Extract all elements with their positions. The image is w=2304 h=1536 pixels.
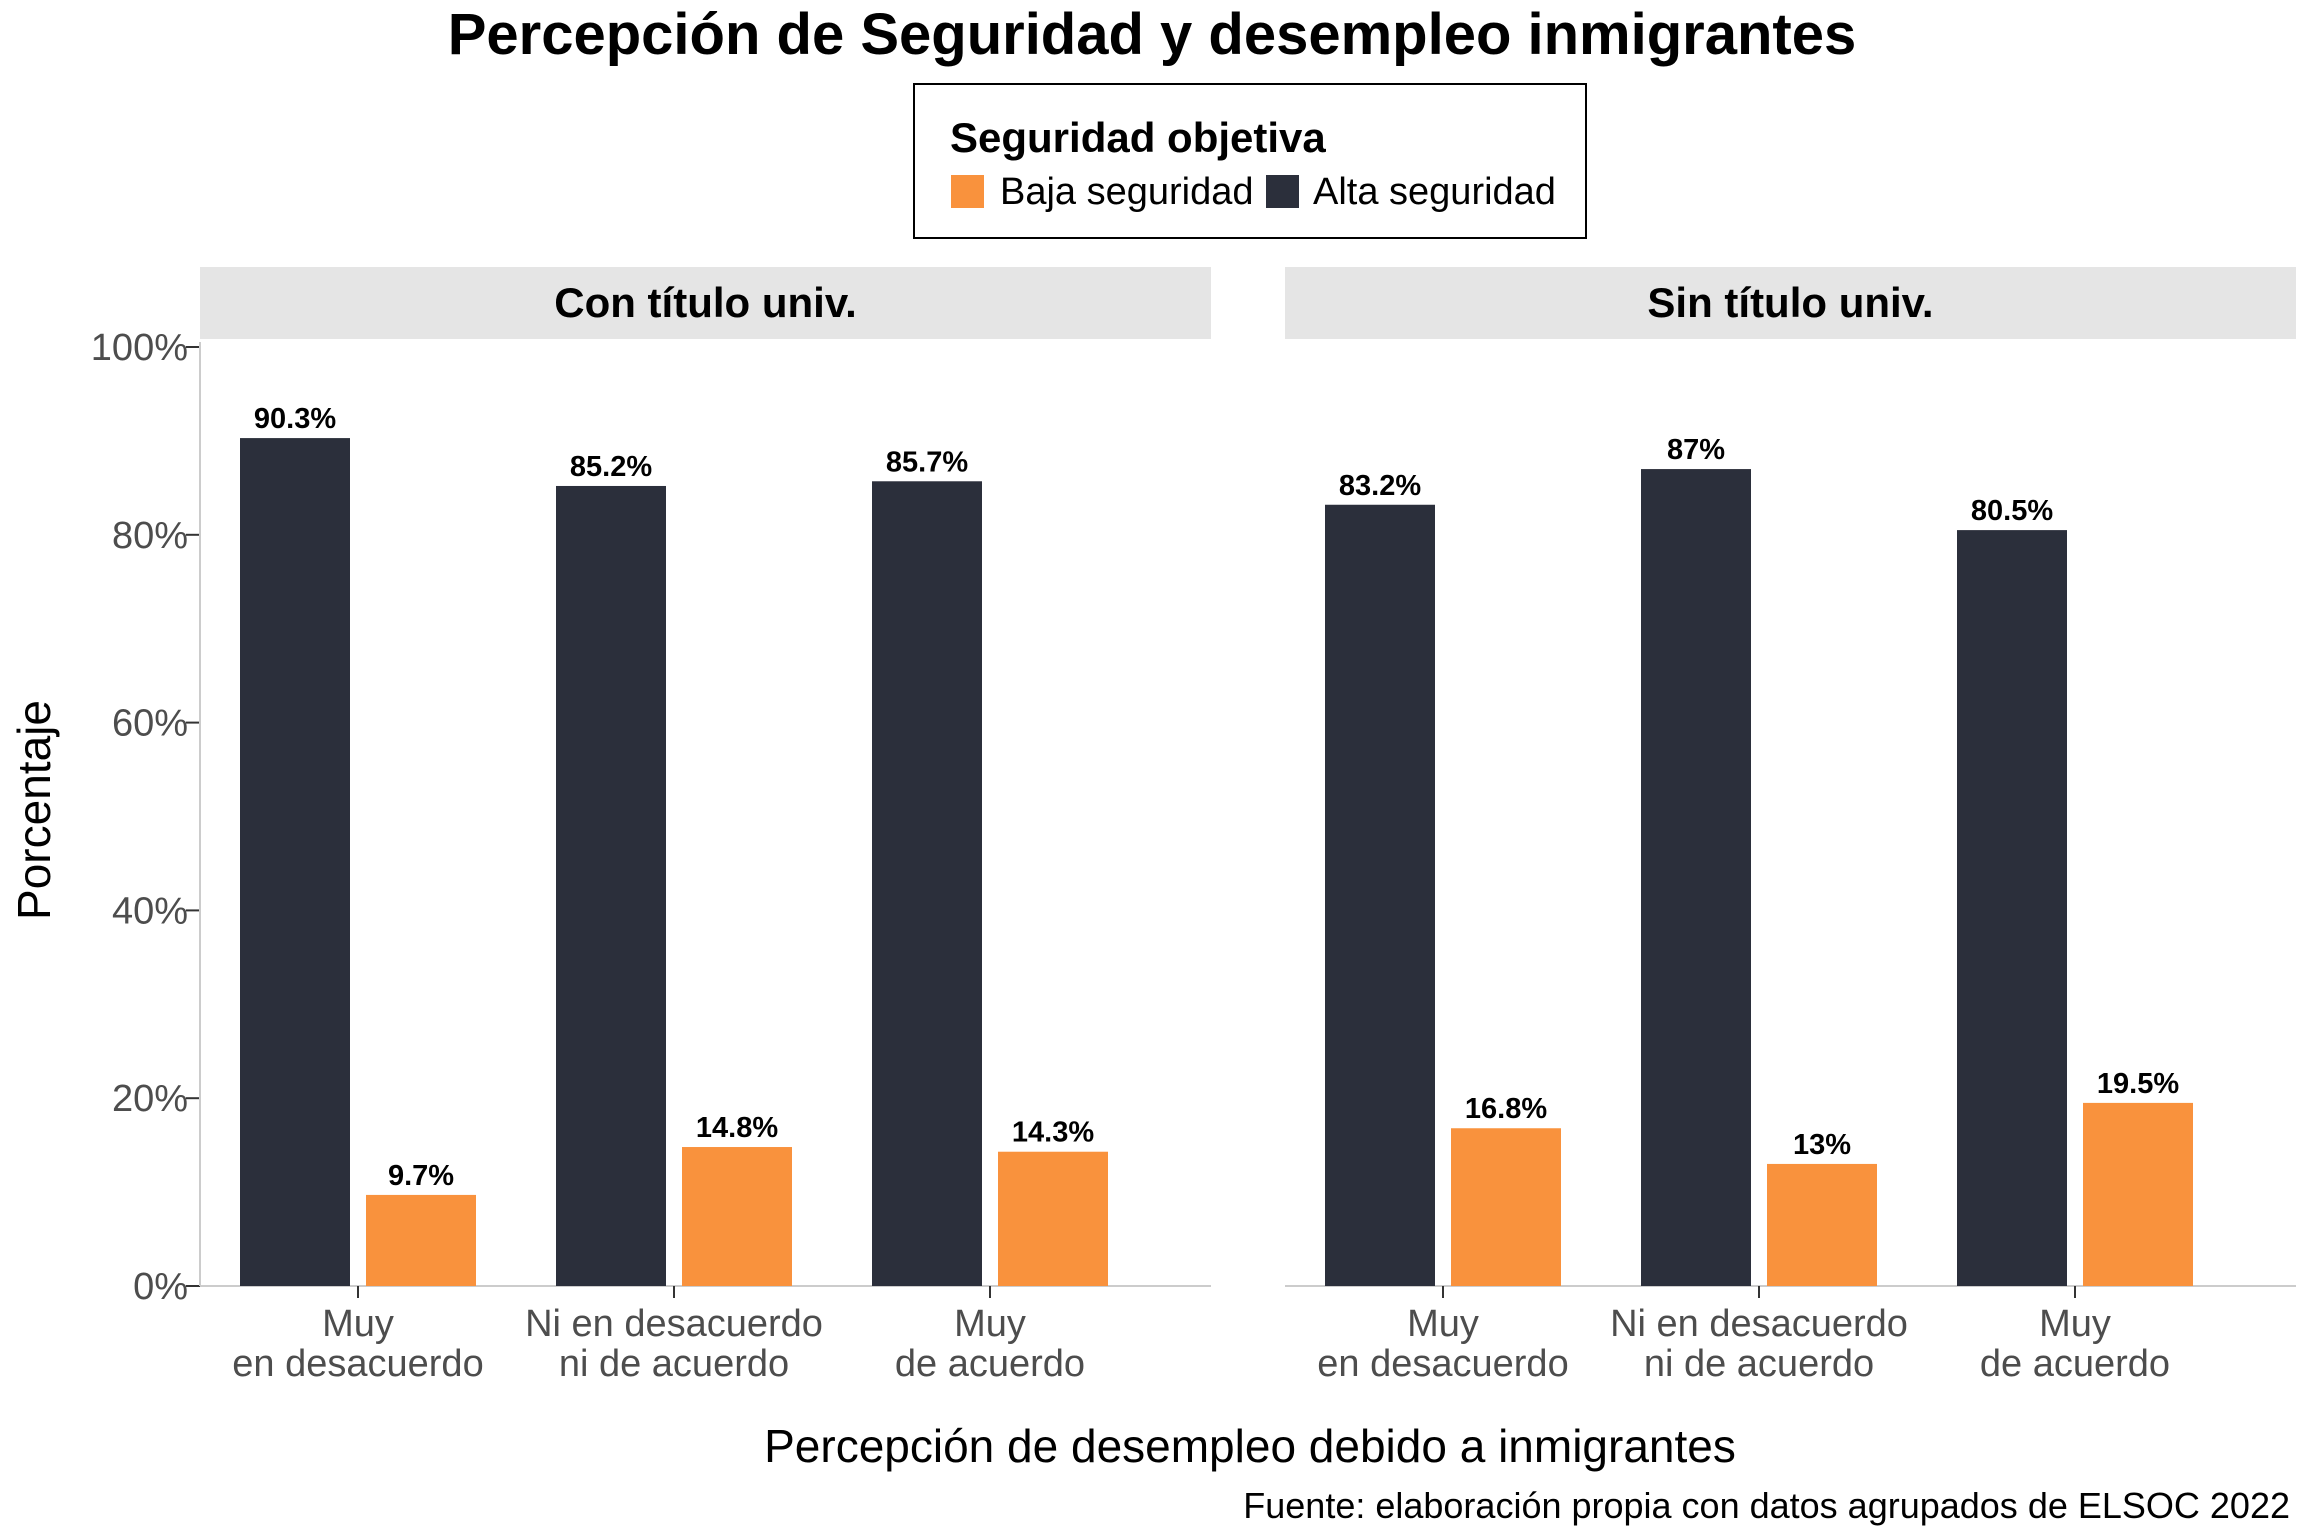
data-label: 80.5% <box>1971 495 2053 527</box>
x-tick-label: Muy de acuerdo <box>895 1303 1085 1385</box>
panel-con-t-tulo-univ: Con título univ. Muy en desacuerdo 90.3% 9.7… <box>200 267 1211 1385</box>
data-label: 83.2% <box>1339 470 1421 502</box>
legend-label-alta-seguridad: Alta seguridad <box>1313 171 1556 213</box>
bar-baja-seguridad <box>2083 1102 2193 1286</box>
x-tick-label: Ni en desacuerdo ni de acuerdo <box>1610 1303 1908 1385</box>
bar-baja-seguridad <box>682 1147 792 1286</box>
legend-swatch-baja-seguridad <box>951 175 984 208</box>
chart-caption: Fuente: elaboración propia con datos agr… <box>1243 1485 2290 1526</box>
y-tick-label: 60% <box>112 703 188 745</box>
bar-alta-seguridad <box>1641 469 1751 1286</box>
data-label: 9.7% <box>388 1160 454 1192</box>
bar-baja-seguridad <box>1767 1163 1877 1286</box>
bar-alta-seguridad <box>240 438 350 1286</box>
facet-strip <box>200 267 1211 339</box>
data-label: 13% <box>1793 1129 1851 1161</box>
bar-baja-seguridad <box>366 1194 476 1286</box>
bar-alta-seguridad <box>872 481 982 1287</box>
bar-baja-seguridad <box>1451 1128 1561 1286</box>
legend-label-baja-seguridad: Baja seguridad <box>1000 171 1254 213</box>
legend-box <box>913 83 1587 239</box>
x-tick-label: Muy en desacuerdo <box>1317 1303 1568 1385</box>
x-axis-title: Percepción de desempleo debido a inmigra… <box>764 1420 1736 1472</box>
bar-alta-seguridad <box>556 485 666 1286</box>
chart-title: Percepción de Seguridad y desempleo inmi… <box>448 2 1857 67</box>
data-label: 90.3% <box>254 403 336 435</box>
data-label: 87% <box>1667 434 1725 466</box>
y-axis-title: Porcentaje <box>8 700 60 920</box>
legend: Seguridad objetiva Baja seguridad Alta s… <box>913 83 1587 239</box>
legend-title: Seguridad objetiva <box>950 114 1326 161</box>
x-tick-label: Muy en desacuerdo <box>232 1303 483 1385</box>
y-axis: 0% 20% 40% 60% 80% 100% <box>91 327 201 1308</box>
x-tick-label: Ni en desacuerdo ni de acuerdo <box>525 1303 823 1385</box>
panel-sin-t-tulo-univ: Sin título univ. Muy en desacuerdo 83.2% 16.… <box>1285 267 2296 1385</box>
y-tick-label: 0% <box>133 1266 188 1308</box>
data-label: 14.8% <box>696 1112 778 1144</box>
legend-swatch-alta-seguridad <box>1266 175 1299 208</box>
data-label: 19.5% <box>2097 1068 2179 1100</box>
data-label: 16.8% <box>1465 1093 1547 1125</box>
data-label: 85.2% <box>570 451 652 483</box>
x-tick-label: Muy de acuerdo <box>1980 1303 2170 1385</box>
y-tick-label: 40% <box>112 890 188 932</box>
bar-baja-seguridad <box>998 1151 1108 1286</box>
y-tick-label: 80% <box>112 515 188 557</box>
y-tick-label: 20% <box>112 1078 188 1120</box>
bar-alta-seguridad <box>1325 504 1435 1286</box>
data-label: 85.7% <box>886 446 968 478</box>
facet-strip-label: Sin título univ. <box>1647 279 1933 326</box>
bar-alta-seguridad <box>1957 530 2067 1286</box>
facet-strip <box>1285 267 2296 339</box>
data-label: 14.3% <box>1012 1117 1094 1149</box>
y-tick-label: 100% <box>91 327 188 369</box>
facet-strip-label: Con título univ. <box>554 279 857 326</box>
